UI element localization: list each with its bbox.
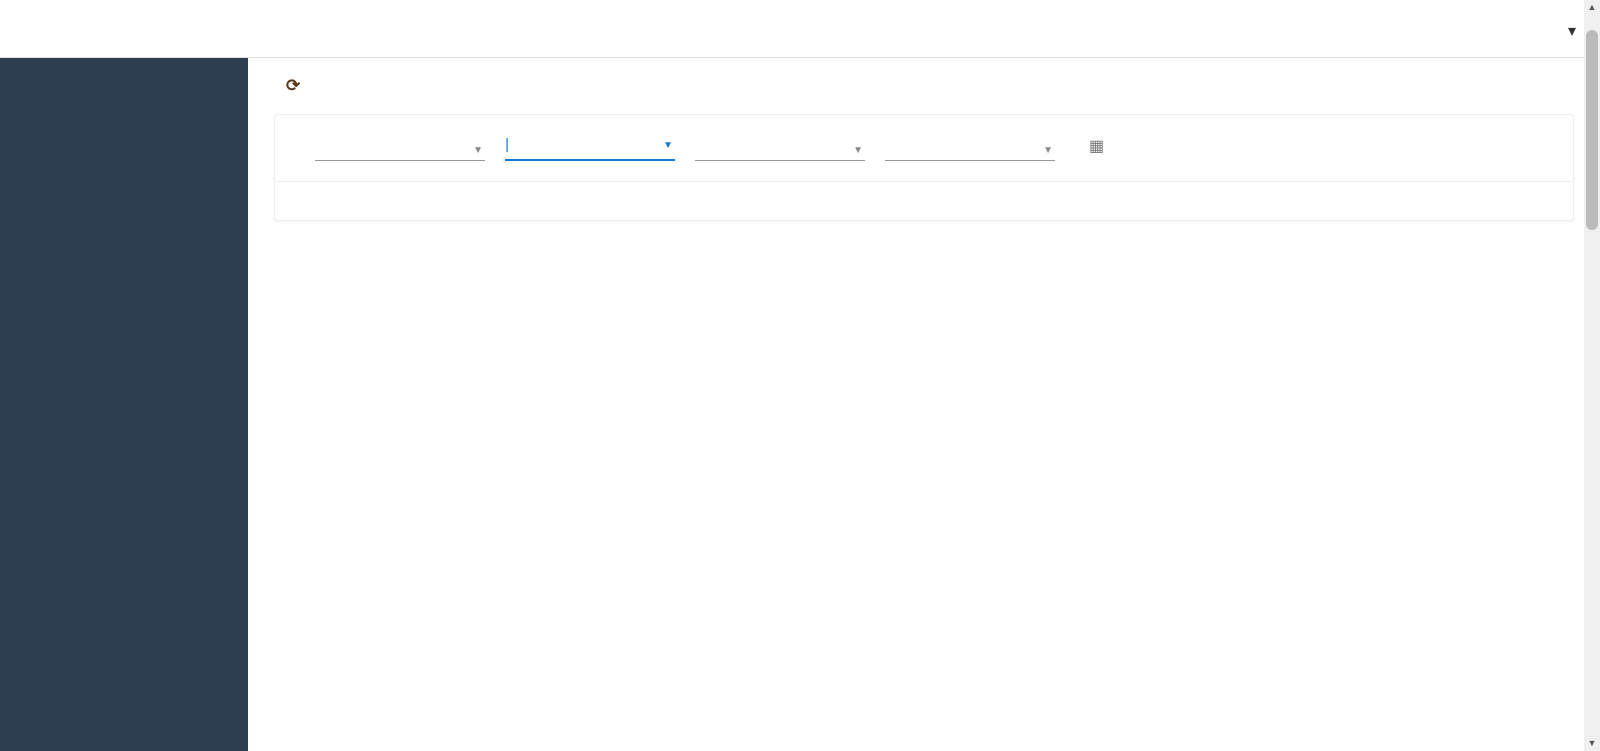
filter-account[interactable]: ▼	[315, 139, 485, 161]
filter-dates[interactable]: ▦	[1075, 136, 1235, 161]
caret-down-icon: ▼	[853, 145, 863, 156]
scroll-up-icon[interactable]: ▲	[1586, 2, 1598, 13]
filter-request-type[interactable]: ▼	[885, 141, 1055, 161]
refresh-icon[interactable]: ⟳	[286, 76, 300, 96]
caret-down-icon: ▼	[663, 140, 673, 151]
calendar-icon: ▦	[1089, 136, 1104, 155]
sidebar	[0, 58, 248, 751]
administration-menu[interactable]: ▾	[1562, 21, 1576, 40]
scrollbar[interactable]: ▲ ▼	[1584, 0, 1600, 751]
filters-card: ▼ | ▼ ▼	[274, 114, 1574, 221]
caret-down-icon: ▼	[473, 145, 483, 156]
filter-service-category[interactable]: | ▼	[505, 129, 675, 161]
filter-service-category-value: |	[505, 135, 509, 155]
caret-down-icon: ▾	[1568, 21, 1576, 40]
scroll-thumb[interactable]	[1586, 30, 1598, 230]
table-header	[275, 182, 1573, 220]
caret-down-icon: ▼	[1043, 145, 1053, 156]
main-content: ⟳ ▼ | ▼	[248, 58, 1600, 751]
scroll-down-icon[interactable]: ▼	[1586, 738, 1598, 749]
filter-status[interactable]: ▼	[695, 141, 865, 161]
